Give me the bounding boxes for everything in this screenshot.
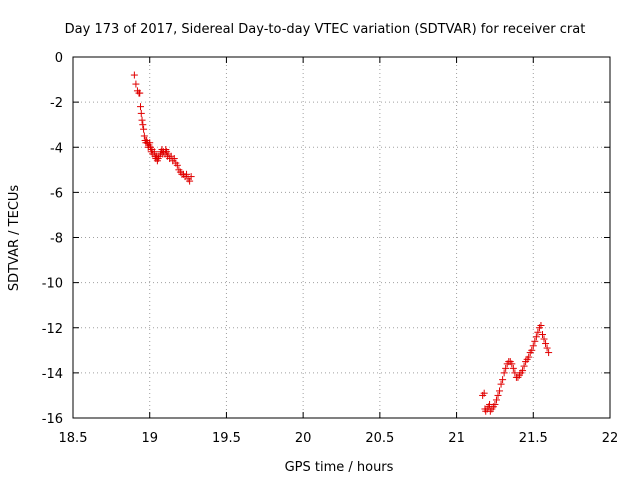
data-point [538,331,546,339]
x-tick-label: 20 [295,431,312,446]
data-point [140,132,148,140]
data-point [138,116,146,124]
data-point [137,103,145,111]
chart-title: Day 173 of 2017, Sidereal Day-to-day VTE… [65,22,586,37]
data-point [511,369,519,377]
data-point [146,139,154,147]
data-point [532,333,540,341]
data-point [494,391,502,399]
data-point [139,121,147,129]
data-point [537,321,545,329]
data-point [187,173,195,181]
data-point [132,80,140,88]
y-tick-label: -16 [42,412,63,427]
data-point [491,400,499,408]
data-point [520,362,528,370]
grid [73,57,610,418]
x-tick-label: 21.5 [519,431,548,446]
data-point [525,353,533,361]
x-tick-label: 19 [141,431,158,446]
data-point [509,364,517,372]
data-point [186,177,194,185]
data-point [173,161,181,169]
x-tick-label: 18.5 [59,431,88,446]
data-point [540,335,548,343]
x-tick-labels: 18.5 19 19.5 20 20.5 21 21.5 22 [59,431,619,446]
data-point [529,342,537,350]
x-tick-label: 19.5 [212,431,241,446]
data-point [500,369,508,377]
y-axis-title: SDTVAR / TECUs [7,185,22,292]
data-point [508,360,516,368]
data-point [137,109,145,117]
data-point [534,328,542,336]
y-tick-label: -8 [50,232,63,247]
y-tick-label: -12 [42,322,63,337]
y-tick-labels: 0 -2 -4 -6 -8 -10 -12 -14 -16 [42,51,63,427]
data-point [170,155,178,163]
data-point [150,148,158,156]
data-point [499,376,507,384]
data-point [545,349,553,357]
y-tick-label: -6 [50,186,63,201]
data-point [136,89,144,97]
data-point [492,396,500,404]
y-tick-label: -4 [50,141,63,156]
y-tick-label: -2 [50,96,63,111]
data-point [519,367,527,375]
data-series [130,71,553,415]
x-tick-label: 20.5 [365,431,394,446]
data-point [528,346,536,354]
data-point [140,125,148,133]
data-point [543,344,551,352]
plot-frame [72,56,611,419]
x-tick-label: 22 [602,431,619,446]
data-point [183,170,191,178]
y-tick-label: -14 [42,367,63,382]
data-point [480,389,488,397]
y-tick-label: 0 [55,51,63,66]
data-point [502,364,510,372]
data-point [542,340,550,348]
data-point [130,71,138,79]
x-axis-title: GPS time / hours [285,460,394,475]
data-point [531,337,539,345]
x-tick-label: 21 [448,431,465,446]
data-point [497,380,505,388]
data-point [496,387,504,395]
y-tick-label: -10 [42,277,63,292]
